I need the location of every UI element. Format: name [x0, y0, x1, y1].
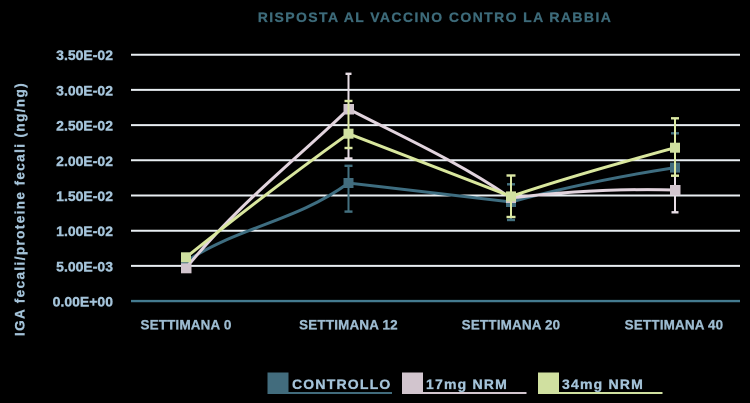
- svg-text:1.50E-02: 1.50E-02: [56, 188, 113, 204]
- svg-text:5.00E-03: 5.00E-03: [56, 258, 113, 274]
- svg-text:SETTIMANA 40: SETTIMANA 40: [625, 318, 724, 333]
- svg-text:1.00E-02: 1.00E-02: [56, 223, 113, 239]
- svg-text:2.50E-02: 2.50E-02: [56, 118, 113, 134]
- svg-text:2.00E-02: 2.00E-02: [56, 153, 113, 169]
- svg-text:SETTIMANA 20: SETTIMANA 20: [462, 318, 561, 333]
- svg-text:0.00E+00: 0.00E+00: [53, 294, 114, 310]
- svg-text:CONTROLLO: CONTROLLO: [292, 376, 391, 392]
- svg-text:SETTIMANA 0: SETTIMANA 0: [141, 318, 232, 333]
- svg-text:17mg NRM: 17mg NRM: [426, 376, 508, 392]
- svg-text:3.00E-02: 3.00E-02: [56, 82, 113, 98]
- svg-text:SETTIMANA 12: SETTIMANA 12: [299, 318, 398, 333]
- svg-text:RISPOSTA AL VACCINO CONTRO LA: RISPOSTA AL VACCINO CONTRO LA RABBIA: [258, 9, 613, 25]
- svg-text:3.50E-02: 3.50E-02: [56, 47, 113, 63]
- svg-text:IGA fecali/proteine fecali (ng: IGA fecali/proteine fecali (ng/ng): [13, 82, 28, 336]
- svg-text:34mg NRM: 34mg NRM: [562, 376, 644, 392]
